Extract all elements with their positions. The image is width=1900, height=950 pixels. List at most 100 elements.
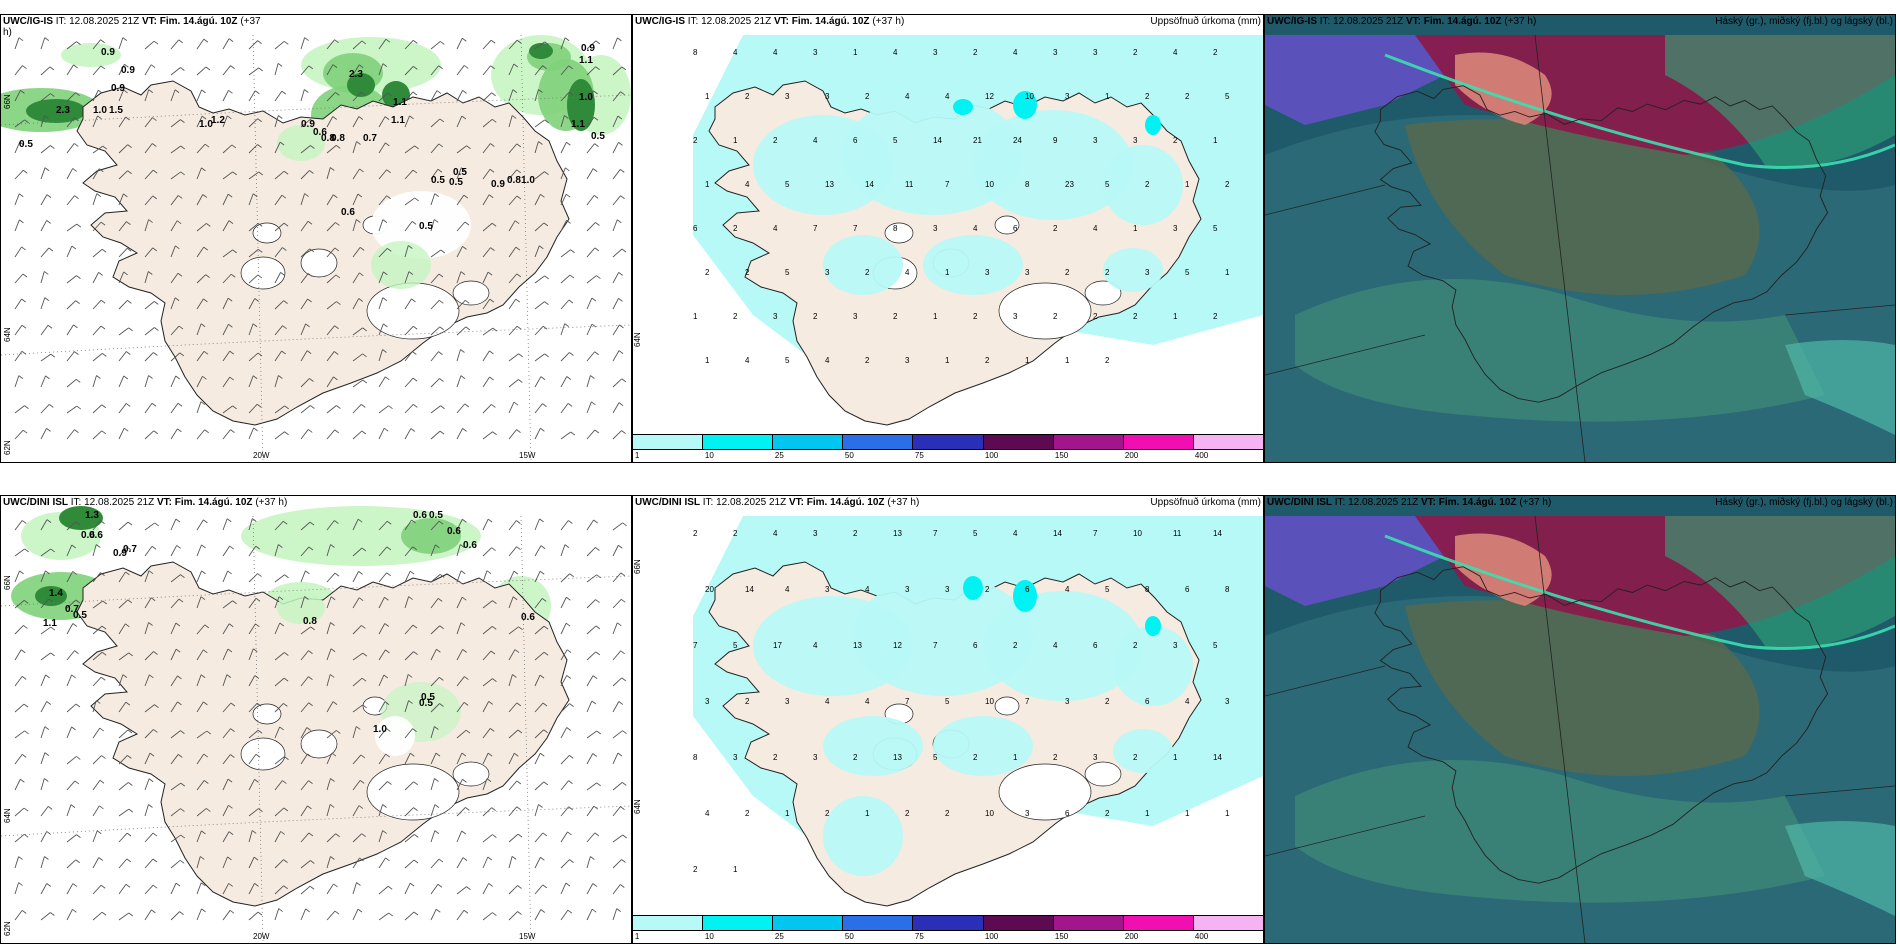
panel-title: UWC/IG-IS IT: 12.08.2025 21Z VT: Fim. 14… <box>3 16 261 38</box>
colorbar-label: 50 <box>844 932 854 941</box>
value-label: 2 <box>985 585 990 594</box>
title-vt: VT: Fim. 14.ágú. 10Z <box>1405 16 1502 27</box>
value-label: 2 <box>865 356 870 365</box>
value-label: 2 <box>1065 268 1070 277</box>
value-label: 0.8 <box>331 133 345 144</box>
value-label: 4 <box>865 697 870 706</box>
panel-dini-precip-map: UWC/DINI ISL IT: 12.08.2025 21Z VT: Fim.… <box>632 495 1264 944</box>
value-label: 2 <box>733 312 738 321</box>
value-label: 3 <box>813 753 818 762</box>
value-label: 2 <box>1013 641 1018 650</box>
precip-overland <box>753 91 1183 295</box>
value-label: 1 <box>853 48 858 57</box>
value-label: 2 <box>1105 697 1110 706</box>
colorbar-swatch <box>1053 435 1124 449</box>
title-it: IT: 12.08.2025 21Z <box>700 497 789 508</box>
value-label: 2 <box>1133 641 1138 650</box>
precip-values: 8 4 4 3 1 4 3 2 4 3 3 2 4 21 2 3 3 2 4 4 12 10 3 1 2 2 52 1 2 4 6 5 14 21… <box>693 48 1230 365</box>
colorbar-label: 400 <box>1194 451 1209 460</box>
colorbar-label: 100 <box>984 932 999 941</box>
value-label: 1 <box>705 356 710 365</box>
lat-label-62n: 62N <box>3 440 12 455</box>
value-label: 0.8 <box>303 616 317 627</box>
value-label: 4 <box>1013 529 1018 538</box>
value-label: 3 <box>785 697 790 706</box>
colorbar-label: 150 <box>1054 451 1069 460</box>
value-label: 4 <box>1065 585 1070 594</box>
value-label: 2 <box>973 48 978 57</box>
value-label: 23 <box>1065 180 1074 189</box>
value-label: 2 <box>945 809 950 818</box>
value-label: 3 <box>1173 224 1178 233</box>
value-label: 14 <box>1213 753 1222 762</box>
value-label: 10 <box>1133 529 1142 538</box>
title-lead: (+37 h) <box>252 497 288 508</box>
colorbar-label: 50 <box>844 451 854 460</box>
value-label: 4 <box>773 48 778 57</box>
value-label: 6 <box>693 224 698 233</box>
value-label: 2 <box>1145 92 1150 101</box>
colorbar-swatch <box>1123 916 1194 930</box>
value-label: 3 <box>733 753 738 762</box>
value-label: 2 <box>1133 48 1138 57</box>
lat-label-66n: 66N <box>3 94 12 109</box>
value-label: 3 <box>1093 48 1098 57</box>
title-it: IT: 12.08.2025 21Z <box>1317 16 1406 27</box>
graticule <box>1265 515 1895 943</box>
graticule <box>1 515 631 943</box>
title-vt: VT: Fim. 14.ágú. 10Z <box>156 497 253 508</box>
value-label: 3 <box>813 48 818 57</box>
value-label: 2 <box>705 268 710 277</box>
colorbar-label: 400 <box>1194 932 1209 941</box>
colorbar-swatch <box>773 916 844 930</box>
value-label: 2 <box>1053 753 1058 762</box>
value-label: 3 <box>825 92 830 101</box>
value-label: 0.9 <box>121 65 135 76</box>
value-label: 0.9 <box>581 43 595 54</box>
panel-subtitle: Uppsöfnuð úrkoma (mm) <box>1150 497 1261 508</box>
value-label: 5 <box>785 268 790 277</box>
lat-label-64n: 64N <box>633 332 642 347</box>
value-label: 2 <box>733 529 738 538</box>
value-label: 5 <box>1213 224 1218 233</box>
value-label: 2 <box>745 268 750 277</box>
value-label: 2 <box>1053 312 1058 321</box>
value-label: 3 <box>813 529 818 538</box>
value-label: 4 <box>893 48 898 57</box>
value-label: 3 <box>905 356 910 365</box>
value-label: 1 <box>1185 809 1190 818</box>
precip-values: 1.30.60.60.90.71.40.70.51.1 0.8 0.60.6 0.50… <box>43 510 535 735</box>
value-label: 3 <box>1225 697 1230 706</box>
precip-overland <box>753 576 1193 876</box>
colorbar-label: 25 <box>774 932 784 941</box>
value-label: 3 <box>1053 48 1058 57</box>
title-vt: VT: Fim. 14.ágú. 10Z <box>788 497 885 508</box>
value-label: 2 <box>973 312 978 321</box>
value-label: 0.6 <box>521 612 535 623</box>
title-lead: (+37 h) <box>1501 16 1537 27</box>
value-label: 1.1 <box>43 618 57 629</box>
value-label: 8 <box>1225 585 1230 594</box>
value-label: 5 <box>785 180 790 189</box>
title-vt: VT: Fim. 14.ágú. 10Z <box>141 16 238 27</box>
value-label: 5 <box>945 697 950 706</box>
coastline <box>1374 566 1829 884</box>
value-label: 3 <box>825 268 830 277</box>
precip-shading <box>277 125 471 289</box>
value-label: 1 <box>705 180 710 189</box>
value-label: 3 <box>1025 268 1030 277</box>
colorbar-swatch <box>773 435 844 449</box>
value-label: 10 <box>985 697 994 706</box>
title-lead-cont: h) <box>3 27 12 38</box>
value-label: 2 <box>745 92 750 101</box>
panel-ig-is-wind-map: UWC/IG-IS IT: 12.08.2025 21Z VT: Fim. 14… <box>0 14 632 463</box>
colorbar-swatch <box>843 435 914 449</box>
colorbar-swatch <box>843 916 914 930</box>
map-canvas: 0.90.90.92.3 1.0 1.50.51.01.2 0.90.60.80.8 0… <box>1 34 631 462</box>
value-label: 3 <box>1173 641 1178 650</box>
value-label: 5 <box>933 753 938 762</box>
value-label: 3 <box>1133 136 1138 145</box>
value-label: 13 <box>893 529 902 538</box>
value-label: 3 <box>905 585 910 594</box>
